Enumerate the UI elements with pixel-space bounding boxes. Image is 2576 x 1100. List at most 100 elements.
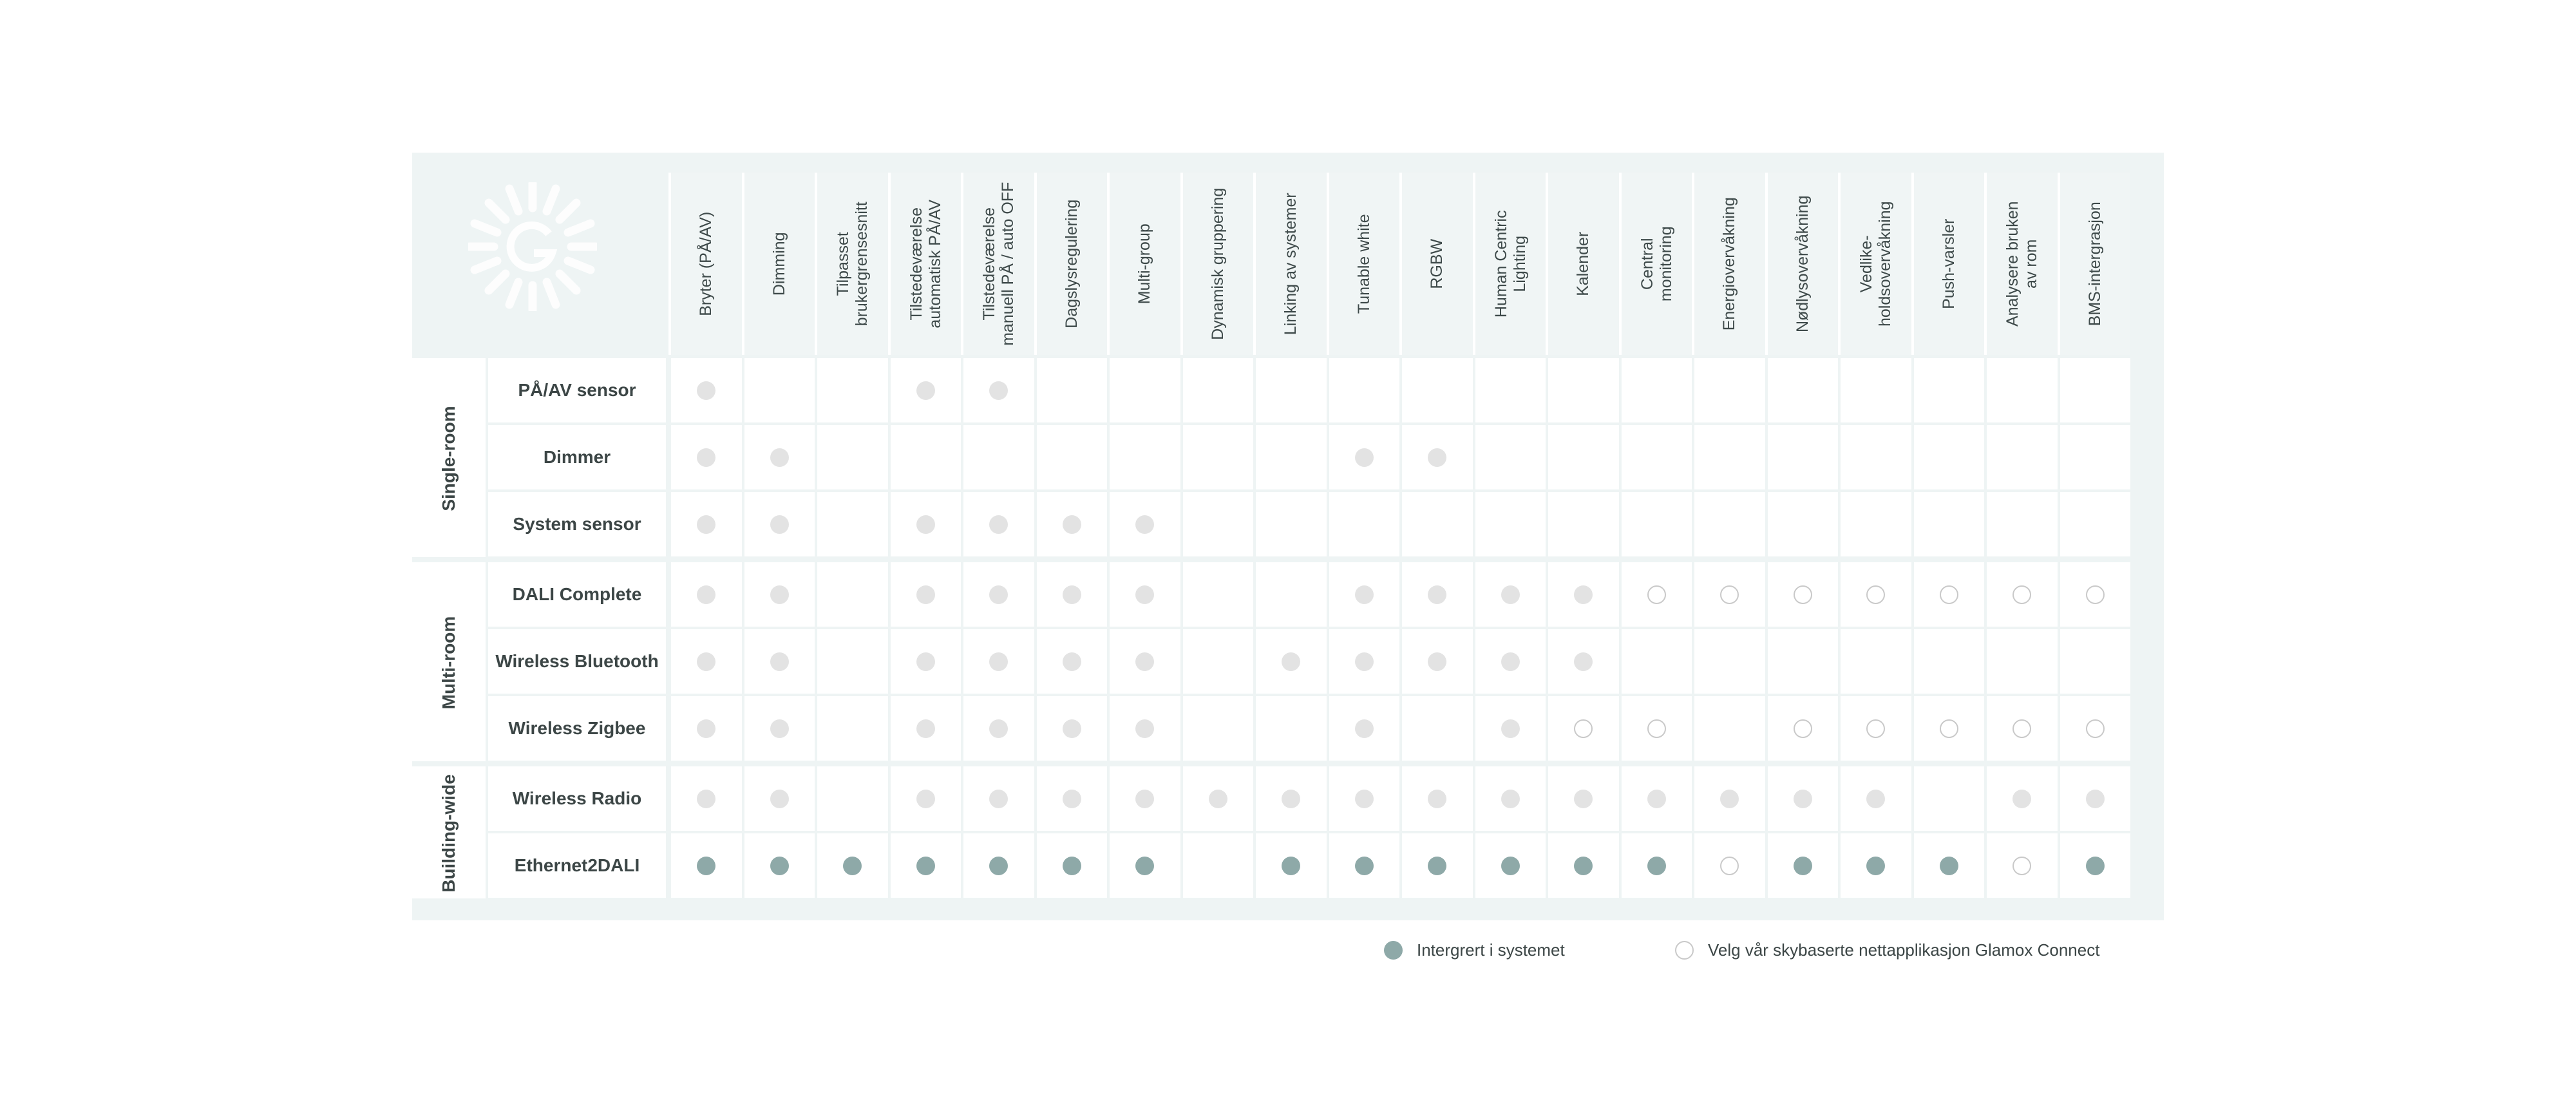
cell (1767, 492, 1838, 556)
logo (468, 182, 597, 311)
status-dot-gray (916, 381, 935, 400)
cell (1987, 492, 2058, 556)
status-dot-open (1866, 719, 1886, 738)
status-dot-gray (1135, 585, 1155, 604)
column-header-text: Human Centric Lighting (1492, 210, 1529, 318)
status-dot-gray (697, 381, 716, 400)
cell (890, 425, 961, 489)
status-dot-teal (1647, 856, 1666, 875)
cell (2060, 629, 2130, 694)
cell (1548, 358, 1619, 422)
group-cell (412, 358, 486, 557)
column-header (1838, 173, 1911, 355)
column-header (961, 173, 1034, 355)
cell (1548, 492, 1619, 556)
cell (1402, 492, 1473, 556)
group-cell (412, 562, 486, 761)
cell (1256, 358, 1327, 422)
status-dot-gray (697, 719, 716, 738)
status-dot-teal (2085, 856, 2105, 875)
cell (2060, 425, 2130, 489)
cell (1913, 492, 1984, 556)
status-dot-open (1720, 856, 1739, 875)
cell (1841, 629, 1911, 694)
status-dot-gray (1282, 789, 1301, 808)
cell (1182, 562, 1253, 627)
status-dot-gray (770, 719, 789, 738)
status-dot-gray (1354, 789, 1374, 808)
status-dot-gray (1062, 515, 1081, 534)
status-dot-gray (989, 719, 1009, 738)
group-cell (412, 766, 486, 898)
cell (1841, 492, 1911, 556)
status-dot-gray (1354, 652, 1374, 671)
status-dot-gray (1428, 652, 1447, 671)
status-dot-gray (1208, 789, 1227, 808)
status-dot-gray (770, 652, 789, 671)
status-dot-teal (1428, 856, 1447, 875)
status-dot-open (1939, 719, 1958, 738)
cell (1110, 358, 1180, 422)
cell (1402, 358, 1473, 422)
status-dot-gray (989, 652, 1009, 671)
cell (1694, 358, 1765, 422)
column-header (668, 173, 742, 355)
status-dot-teal (1574, 856, 1593, 875)
cell (1182, 492, 1253, 556)
cell (1475, 358, 1546, 422)
cell (1767, 629, 1838, 694)
cell (1987, 358, 2058, 422)
status-dot-gray (1062, 789, 1081, 808)
status-dot-gray (1501, 585, 1520, 604)
status-dot-open (2012, 856, 2032, 875)
cell (1036, 358, 1107, 422)
column-header-text: Analysere bruken av rom (2003, 201, 2040, 327)
status-dot-gray (916, 652, 935, 671)
cell (817, 696, 888, 761)
status-dot-gray (916, 789, 935, 808)
cell (1694, 629, 1765, 694)
status-dot-gray (1135, 719, 1155, 738)
status-dot-gray (1428, 789, 1447, 808)
row-label: Dimmer (488, 425, 666, 489)
column-header (1765, 173, 1838, 355)
status-dot-teal (916, 856, 935, 875)
cell (1182, 629, 1253, 694)
cell (1256, 696, 1327, 761)
status-dot-gray (770, 448, 789, 467)
status-dot-gray (697, 448, 716, 467)
column-header (1472, 173, 1546, 355)
cell (1841, 358, 1911, 422)
cell (817, 358, 888, 422)
group-label: Building-wide (439, 774, 459, 893)
status-dot-gray (1793, 789, 1812, 808)
status-dot-gray (1354, 585, 1374, 604)
cell (1110, 425, 1180, 489)
cell (2060, 358, 2130, 422)
status-dot-teal (1866, 856, 1886, 875)
cell (1548, 425, 1619, 489)
column-header-text: Tunable white (1354, 214, 1373, 314)
status-dot-gray (1135, 789, 1155, 808)
status-dot-gray (2085, 789, 2105, 808)
cell (1987, 425, 2058, 489)
status-dot-open (1574, 719, 1593, 738)
status-dot-gray (2012, 789, 2032, 808)
status-dot-teal (843, 856, 862, 875)
cell (1475, 492, 1546, 556)
status-dot-gray (770, 585, 789, 604)
row-label: Wireless Radio (488, 766, 666, 831)
cell (1036, 425, 1107, 489)
column-header-text: Linking av systemer (1282, 193, 1300, 335)
column-header-text: Dimming (770, 232, 788, 296)
column-header (1399, 173, 1473, 355)
cell (1913, 629, 1984, 694)
status-dot-teal (770, 856, 789, 875)
cell (1182, 358, 1253, 422)
status-dot-gray (989, 381, 1009, 400)
cell (1621, 629, 1692, 694)
cell (817, 766, 888, 831)
status-dot-open (1647, 585, 1666, 604)
